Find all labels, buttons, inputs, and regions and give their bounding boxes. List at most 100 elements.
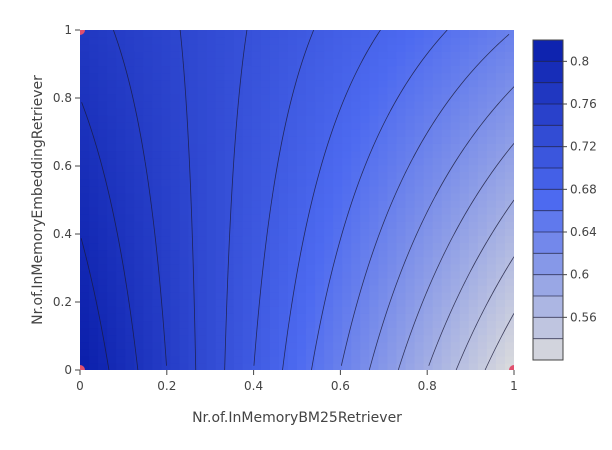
heatmap-cell: [360, 228, 370, 237]
heatmap-cell: [80, 171, 90, 180]
heatmap-cell: [98, 263, 108, 272]
heatmap-cell: [468, 185, 479, 194]
heatmap-cell: [233, 263, 244, 272]
heatmap-cell: [224, 107, 235, 116]
heatmap-cell: [414, 86, 425, 95]
heatmap-cell: [423, 37, 434, 45]
heatmap-cell: [287, 348, 298, 357]
heatmap-cell: [387, 178, 398, 187]
heatmap-cell: [98, 30, 108, 38]
heatmap-cell: [297, 72, 307, 81]
heatmap-cell: [197, 249, 208, 258]
heatmap-cell: [450, 129, 461, 137]
heatmap-cell: [233, 72, 244, 81]
heatmap-cell: [315, 171, 325, 180]
heatmap-cell: [179, 136, 190, 144]
heatmap-cell: [170, 192, 181, 201]
heatmap-cell: [125, 79, 135, 88]
heatmap-cell: [387, 348, 398, 357]
heatmap-cell: [333, 327, 343, 336]
heatmap-cell: [504, 292, 514, 300]
heatmap-cell: [297, 355, 307, 364]
heatmap-cell: [152, 171, 162, 180]
heatmap-cell: [495, 249, 506, 258]
heatmap-cell: [188, 249, 199, 258]
heatmap-cell: [378, 178, 389, 187]
heatmap-cell: [188, 178, 199, 187]
heatmap-cell: [80, 355, 90, 364]
heatmap-cell: [242, 327, 253, 336]
heatmap-cell: [215, 285, 226, 293]
heatmap-cell: [423, 136, 434, 144]
heatmap-cell: [179, 200, 190, 208]
heatmap-cell: [378, 115, 389, 123]
heatmap-cell: [152, 185, 162, 194]
heatmap-cell: [495, 79, 506, 88]
heatmap-cell: [233, 192, 244, 201]
heatmap-cell: [98, 150, 108, 159]
heatmap-cell: [170, 235, 181, 244]
heatmap-cell: [504, 214, 514, 222]
heatmap-cell: [233, 313, 244, 322]
heatmap-cell: [116, 178, 126, 187]
heatmap-cell: [324, 115, 334, 123]
heatmap-cell: [287, 192, 298, 201]
heatmap-cell: [161, 362, 172, 370]
heatmap-cell: [134, 30, 144, 38]
heatmap-cell: [423, 72, 434, 81]
heatmap-cell: [287, 214, 298, 222]
heatmap-cell: [98, 79, 108, 88]
heatmap-cell: [414, 256, 425, 265]
heatmap-cell: [414, 327, 425, 336]
heatmap-cell: [297, 313, 307, 322]
heatmap-cell: [89, 221, 99, 229]
heatmap-cell: [396, 164, 407, 173]
heatmap-cell: [188, 72, 199, 81]
heatmap-cell: [152, 129, 162, 137]
heatmap-cell: [251, 171, 262, 180]
heatmap-cell: [468, 256, 479, 265]
heatmap-cell: [360, 285, 370, 293]
heatmap-cell: [450, 249, 461, 258]
heatmap-cell: [89, 362, 99, 370]
heatmap-cell: [215, 51, 226, 59]
heatmap-cell: [342, 320, 352, 329]
heatmap-cell: [215, 100, 226, 109]
heatmap-cell: [269, 164, 280, 173]
heatmap-cell: [495, 235, 506, 244]
heatmap-cell: [486, 362, 497, 370]
heatmap-cell: [351, 122, 361, 130]
heatmap-cell: [297, 93, 307, 102]
heatmap-cell: [251, 44, 262, 52]
heatmap-cell: [260, 86, 271, 95]
heatmap-cell: [116, 313, 126, 322]
heatmap-cell: [89, 44, 99, 52]
heatmap-cell: [251, 150, 262, 159]
heatmap-cell: [278, 277, 289, 286]
heatmap-cell: [116, 221, 126, 229]
heatmap-cell: [89, 249, 99, 258]
heatmap-cell: [170, 221, 181, 229]
heatmap-cell: [450, 313, 461, 322]
heatmap-cell: [423, 263, 434, 272]
heatmap-cell: [351, 143, 361, 152]
heatmap-cell: [242, 341, 253, 350]
heatmap-cell: [197, 51, 208, 59]
heatmap-cell: [98, 235, 108, 244]
heatmap-cell: [278, 51, 289, 59]
heatmap-cell: [315, 306, 325, 314]
heatmap-cell: [224, 86, 235, 95]
heatmap-cell: [333, 242, 343, 251]
heatmap-cell: [116, 136, 126, 144]
heatmap-cell: [98, 129, 108, 137]
heatmap-cell: [143, 192, 153, 201]
heatmap-cell: [251, 249, 262, 258]
heatmap-cell: [278, 107, 289, 116]
heatmap-cell: [414, 285, 425, 293]
plot-area[interactable]: [75, 25, 519, 375]
heatmap-cell: [161, 235, 172, 244]
heatmap-cell: [351, 362, 361, 370]
heatmap-cell: [504, 143, 514, 152]
heatmap-cell: [188, 79, 199, 88]
heatmap-cell: [278, 122, 289, 130]
